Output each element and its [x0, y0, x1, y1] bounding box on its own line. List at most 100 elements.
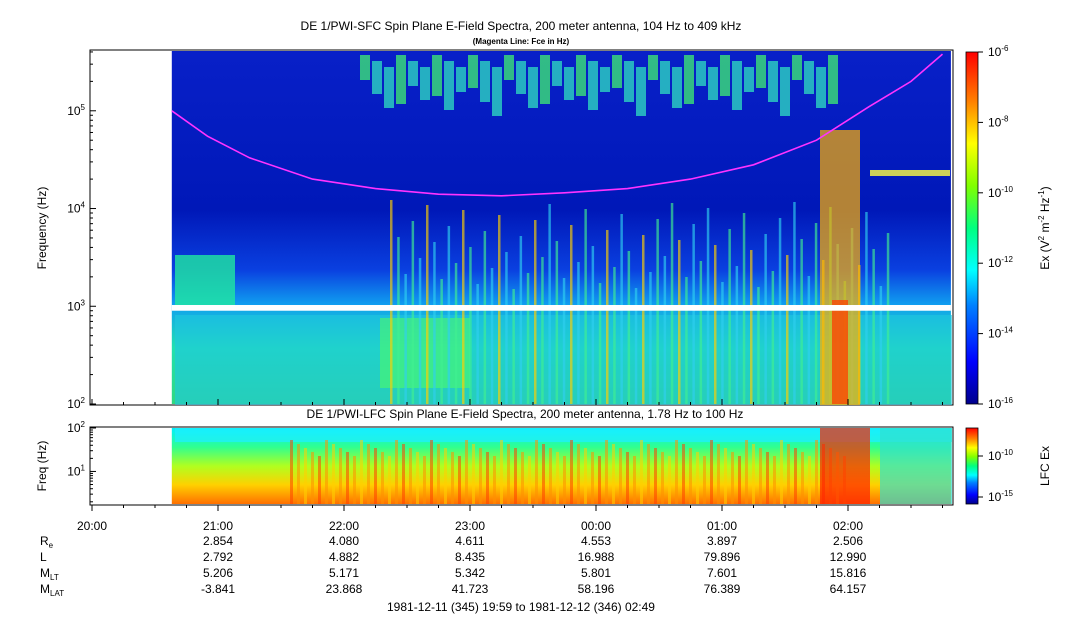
ephemeris-value: 12.990 [830, 550, 867, 564]
lfc-vertical-streak [598, 456, 601, 504]
ephemeris-value: -3.841 [201, 582, 235, 596]
sfc-vertical-streak [469, 247, 472, 404]
sfc-vertical-streak [411, 221, 415, 404]
sfc-vertical-streak [649, 272, 652, 404]
ephemeris-value: 64.157 [830, 582, 867, 596]
sfc-emission-patch [660, 61, 670, 94]
ephemeris-value: 2.506 [833, 534, 863, 548]
sfc-emission-patch [816, 67, 826, 108]
lfc-vertical-streak [570, 440, 573, 504]
sfc-emission-patch [516, 61, 526, 94]
sfc-emission-patch [756, 55, 766, 88]
sfc-emission-patch [684, 55, 694, 104]
sfc-emission-patch [624, 61, 634, 102]
lfc-colorbar-label: LFC Ex [1038, 446, 1052, 486]
ephemeris-value: 15.816 [830, 566, 867, 580]
sfc-vertical-streak [800, 239, 803, 404]
lfc-cb-tick-label: 10-15 [988, 489, 1013, 504]
sfc-y-label: Frequency (Hz) [35, 187, 49, 270]
sfc-vertical-streak [757, 287, 760, 404]
lfc-cb-tick-label: 10-10 [988, 448, 1013, 463]
x-tick-label: 01:00 [707, 519, 737, 533]
lfc-vertical-streak [689, 448, 692, 504]
sfc-emission-patch [492, 67, 502, 116]
sfc-vertical-streak [577, 262, 580, 404]
lfc-y-tick-label: 102 [67, 420, 85, 435]
lfc-vertical-streak [339, 448, 342, 504]
sfc-vertical-streak [642, 235, 645, 404]
lfc-vertical-streak [661, 452, 664, 504]
lfc-vertical-streak [773, 456, 776, 504]
sfc-vertical-streak [778, 218, 782, 404]
lfc-vertical-streak [766, 452, 769, 504]
sfc-vertical-streak [793, 202, 796, 404]
lfc-vertical-streak [780, 440, 783, 504]
sfc-vertical-streak [505, 252, 508, 404]
sfc-emission-patch [672, 67, 682, 108]
sfc-vertical-streak [692, 224, 695, 404]
ephemeris-value: 58.196 [578, 582, 615, 596]
lfc-vertical-streak [353, 456, 356, 504]
lfc-vertical-streak [479, 448, 482, 504]
cb-label-hz: Hz [1038, 197, 1052, 215]
cb-label-sup2: -2 [1037, 215, 1046, 223]
lfc-vertical-streak [668, 456, 671, 504]
ephemeris-value: 16.988 [578, 550, 615, 564]
sfc-emission-patch [384, 67, 394, 108]
sfc-cb-tick-label: 10-16 [988, 396, 1013, 411]
lfc-colorbar: 10-10 10-15 LFC Ex [965, 427, 1052, 505]
x-tick-label: 20:00 [77, 519, 107, 533]
lfc-vertical-streak [535, 440, 538, 504]
sfc-emission-patch [576, 55, 586, 96]
sfc-cb-tick-label: 10-8 [988, 114, 1009, 129]
sfc-emission-patch [468, 55, 478, 88]
sfc-vertical-streak [872, 249, 875, 404]
sfc-emission-patch [480, 61, 490, 102]
sfc-subtitle: (Magenta Line: Fce in Hz) [473, 37, 570, 46]
ephemeris-value: 4.611 [455, 534, 484, 548]
sfc-vertical-streak [555, 241, 559, 404]
sfc-emission-patch [792, 55, 802, 80]
ephemeris-value: 2.854 [203, 534, 233, 548]
lfc-vertical-streak [549, 448, 552, 504]
sfc-emission-patch [588, 61, 598, 110]
sfc-vertical-streak [750, 250, 753, 404]
sfc-vertical-streak [714, 245, 717, 404]
lfc-vertical-streak [290, 440, 293, 504]
sfc-vertical-streak [656, 219, 659, 404]
sfc-vertical-streak [634, 288, 638, 404]
lfc-vertical-streak [493, 456, 496, 504]
x-tick-label: 22:00 [329, 519, 359, 533]
sfc-vertical-streak [483, 231, 487, 404]
ephemeris-value: 23.868 [326, 582, 363, 596]
sfc-emission-patch [708, 67, 718, 100]
lfc-vertical-streak [731, 452, 734, 504]
ephemeris-value: 5.206 [203, 566, 233, 580]
lfc-vertical-streak [577, 444, 580, 504]
sfc-emission-patch [504, 55, 514, 80]
sfc-vertical-streak [548, 204, 551, 404]
sfc-emission-patch [804, 61, 814, 94]
sfc-vertical-streak [534, 220, 537, 404]
lfc-vertical-streak [647, 444, 650, 504]
lfc-vertical-streak [346, 452, 349, 504]
fce-magenta-line [171, 53, 944, 197]
x-tick-label: 00:00 [581, 519, 611, 533]
lfc-vertical-streak [703, 456, 706, 504]
sfc-vertical-streak [786, 255, 789, 404]
ephemeris-value: 4.882 [329, 550, 359, 564]
lfc-vertical-streak [815, 440, 818, 504]
lfc-vertical-streak [605, 440, 608, 504]
lfc-vertical-streak [759, 448, 762, 504]
lfc-vertical-streak [556, 452, 559, 504]
sfc-vertical-streak [591, 246, 595, 404]
sfc-vertical-streak [418, 258, 422, 404]
ephemeris-value: 4.080 [329, 534, 359, 548]
lfc-vertical-streak [521, 452, 524, 504]
sfc-y-tick-label: 103 [67, 298, 85, 313]
lfc-vertical-streak [402, 444, 405, 504]
lfc-vertical-streak [696, 452, 699, 504]
ephemeris-value: 4.553 [581, 534, 611, 548]
lfc-vertical-streak [395, 440, 398, 504]
sfc-vertical-streak [433, 242, 436, 404]
